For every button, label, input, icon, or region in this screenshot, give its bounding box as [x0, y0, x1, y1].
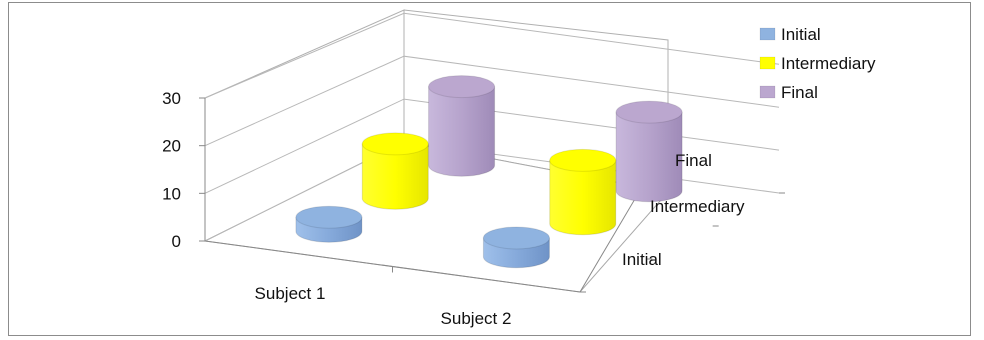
depth-label-final: Final	[675, 151, 712, 170]
cylinder-top	[615, 100, 683, 124]
cylinder-top	[482, 226, 550, 250]
cylinders	[295, 75, 683, 269]
y-tick-label: 20	[162, 137, 181, 156]
cylinder-top	[295, 205, 363, 229]
cylinder-final-subject-2	[615, 100, 683, 203]
gridline	[204, 12, 780, 99]
axis-labels: 0 10 20 30 Subject 1 Subject 2 Initial Intermed…	[162, 89, 745, 328]
legend-label-initial: Initial	[781, 25, 821, 44]
cylinder-top	[549, 148, 617, 172]
cylinder-top	[361, 132, 429, 156]
cylinder-initial-subject-2	[482, 226, 550, 269]
y-tick-label: 30	[162, 89, 181, 108]
cylinder-initial-subject-1	[295, 205, 363, 243]
cylinder-body	[361, 143, 429, 210]
cylinder-body	[615, 111, 683, 203]
category-label-subject-2: Subject 2	[441, 309, 512, 328]
legend-swatch-intermediary	[759, 56, 776, 70]
cylinder-body	[428, 86, 496, 177]
legend-label-intermediary: Intermediary	[781, 54, 876, 73]
y-tick-label: 10	[162, 184, 181, 203]
axis-ticks	[199, 97, 785, 293]
cylinder-intermediary-subject-2	[549, 148, 617, 236]
cylinder-intermediary-subject-1	[361, 132, 429, 210]
legend-swatch-initial	[759, 27, 776, 41]
legend-swatch-final	[759, 85, 776, 99]
cylinder-body	[549, 159, 617, 236]
category-label-subject-1: Subject 1	[255, 284, 326, 303]
cylinder-top	[428, 75, 496, 99]
depth-label-initial: Initial	[622, 250, 662, 269]
gridline	[204, 55, 780, 147]
depth-label-intermediary: Intermediary	[650, 197, 745, 216]
legend-label-final: Final	[781, 83, 818, 102]
y-tick-label: 0	[172, 232, 181, 251]
cylinder-final-subject-1	[428, 75, 496, 177]
legend: Initial Intermediary Final	[759, 25, 876, 102]
